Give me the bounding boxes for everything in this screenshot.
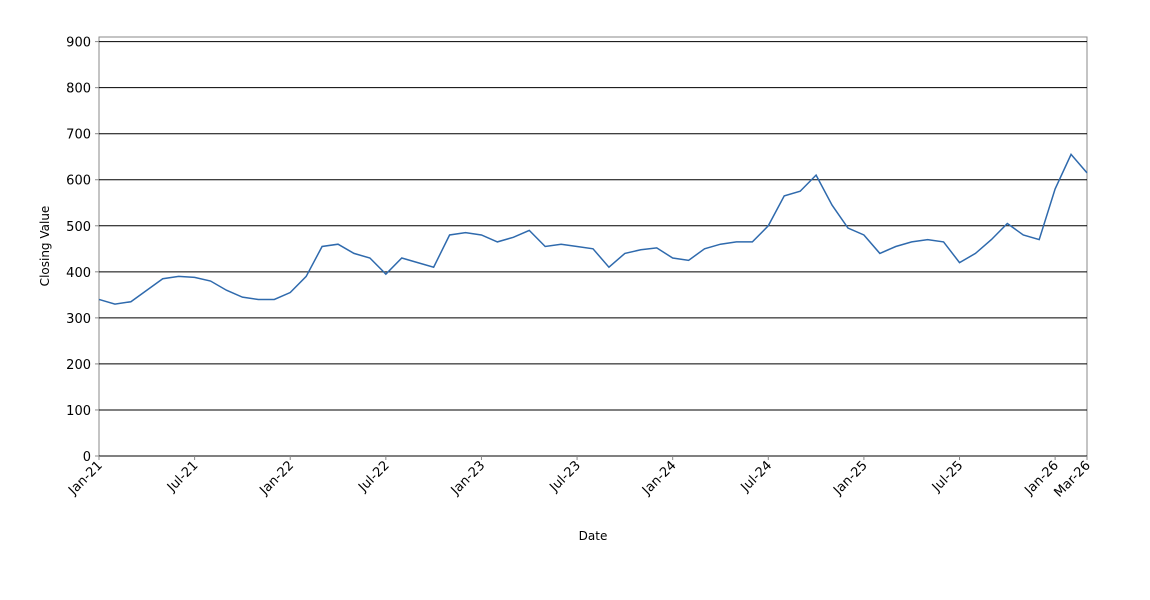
y-tick-label: 800	[66, 82, 91, 97]
x-tick-label: Jul-24	[738, 458, 775, 495]
x-tick-label: Jul-21	[164, 458, 201, 495]
x-tick-label: Jul-25	[929, 458, 966, 495]
x-tick-label: Jan-22	[257, 458, 298, 499]
y-tick-label: 500	[66, 220, 91, 235]
y-axis-title: Closing Value	[38, 206, 52, 287]
y-tick-label: 900	[66, 36, 91, 51]
y-tick-label: 600	[66, 174, 91, 189]
y-tick-label: 700	[66, 128, 91, 143]
y-tick-label: 300	[66, 312, 91, 327]
x-tick-label: Jan-25	[830, 458, 871, 499]
y-tick-label: 0	[83, 450, 91, 465]
y-tick-label: 400	[66, 266, 91, 281]
x-tick-label: Jan-24	[639, 458, 680, 499]
y-tick-label: 200	[66, 358, 91, 373]
x-tick-label: Jul-22	[355, 458, 392, 495]
plot-area	[98, 36, 1088, 457]
x-tick-label: Jul-23	[546, 458, 583, 495]
line-series	[98, 153, 1088, 305]
y-tick-label: 100	[66, 404, 91, 419]
x-axis-title: Date	[579, 529, 608, 543]
x-tick-label: Jan-23	[448, 458, 489, 499]
x-tick-label: Mar-26	[1051, 458, 1093, 500]
